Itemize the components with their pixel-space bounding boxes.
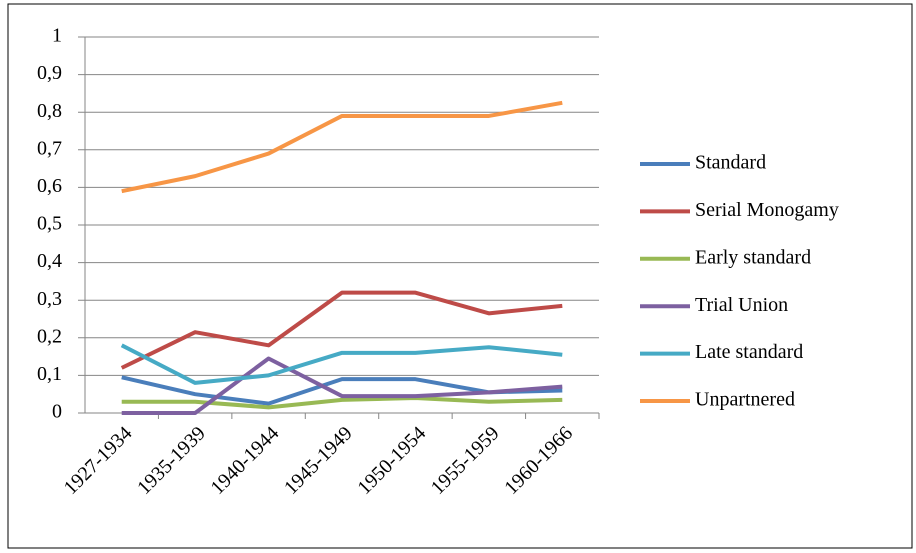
series-line (121, 395, 563, 410)
series-line (121, 100, 563, 194)
y-tick-label: 0,7 (37, 137, 62, 159)
legend-label: Serial Monogamy (695, 199, 839, 221)
x-tick-label: 1935-1939 (133, 422, 210, 499)
chart-frame (7, 3, 913, 549)
legend-label: Early standard (695, 246, 811, 268)
series-line (120, 290, 563, 370)
y-tick-label: 0,5 (37, 213, 62, 235)
legend-label: Late standard (695, 341, 803, 363)
y-tick-label: 0,9 (37, 62, 62, 84)
y-tick-label: 0,6 (37, 175, 62, 197)
x-tick-label: 1955-1959 (427, 422, 504, 499)
y-tick-label: 0,1 (37, 363, 62, 385)
legend-label: Unpartnered (695, 389, 795, 411)
x-tick-label: 1940-1944 (207, 422, 284, 499)
y-tick-label: 1 (52, 25, 62, 47)
y-tick-label: 0,2 (37, 325, 62, 347)
x-tick-label: 1960-1966 (500, 422, 577, 499)
legend-label: Standard (695, 152, 766, 174)
x-tick-label: 1927-1934 (60, 422, 137, 499)
y-tick-label: 0 (52, 401, 62, 423)
series-line (121, 356, 563, 415)
y-tick-label: 0,4 (37, 250, 62, 272)
y-tick-label: 0,8 (37, 100, 62, 122)
x-tick-label: 1945-1949 (280, 422, 357, 499)
legend-label: Trial Union (695, 294, 788, 316)
x-tick-label: 1950-1954 (353, 422, 430, 499)
y-tick-label: 0,3 (37, 288, 62, 310)
series-line (120, 343, 563, 385)
